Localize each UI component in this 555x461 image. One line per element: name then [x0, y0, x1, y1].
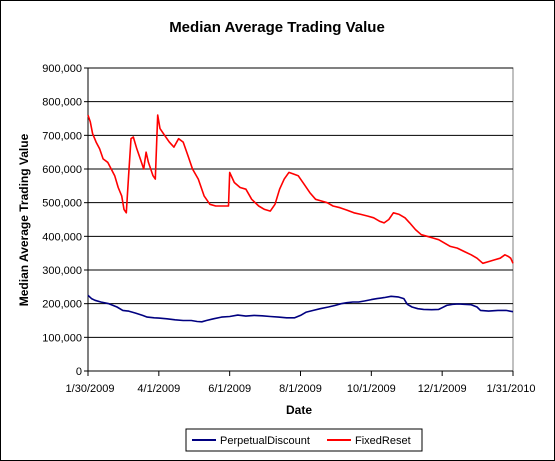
legend: PerpetualDiscount FixedReset [185, 428, 423, 452]
y-tick-label: 400,000 [42, 231, 82, 243]
x-tick-label: 1/31/2010 [487, 383, 536, 395]
x-tick-label: 10/1/2009 [347, 383, 396, 395]
y-tick-label: 800,000 [42, 97, 82, 109]
gridlines [88, 67, 513, 338]
y-tick-label: 300,000 [42, 265, 82, 277]
x-tick-label: 4/1/2009 [137, 383, 180, 395]
series-lines [87, 114, 514, 323]
x-tick-label: 8/1/2009 [279, 383, 322, 395]
x-tick-label: 12/1/2009 [418, 383, 467, 395]
y-tick-label: 900,000 [42, 63, 82, 75]
legend-label-perpetualdiscount: PerpetualDiscount [220, 435, 310, 447]
axes: 0 100,000 200,000 300,000 400,000 500,000 600,… [42, 63, 535, 395]
y-tick-label: 200,000 [42, 299, 82, 311]
y-tick-label: 0 [76, 366, 82, 378]
series-line-perpetualdiscount [87, 294, 514, 323]
legend-label-fixedreset: FixedReset [355, 435, 411, 447]
x-tick-label: 1/30/2009 [66, 383, 115, 395]
x-axis-label: Date [286, 403, 312, 417]
series-line-fixedreset [87, 114, 514, 265]
x-tick-label: 6/1/2009 [208, 383, 251, 395]
y-tick-label: 700,000 [42, 130, 82, 142]
y-tick-label: 600,000 [42, 164, 82, 176]
y-tick-label: 500,000 [42, 198, 82, 210]
legend-box [185, 428, 423, 452]
y-axis-label: Median Average Trading Value [17, 133, 31, 306]
y-tick-label: 100,000 [42, 332, 82, 344]
plot-area [87, 67, 514, 372]
chart-title: Median Average Trading Value [169, 19, 385, 36]
